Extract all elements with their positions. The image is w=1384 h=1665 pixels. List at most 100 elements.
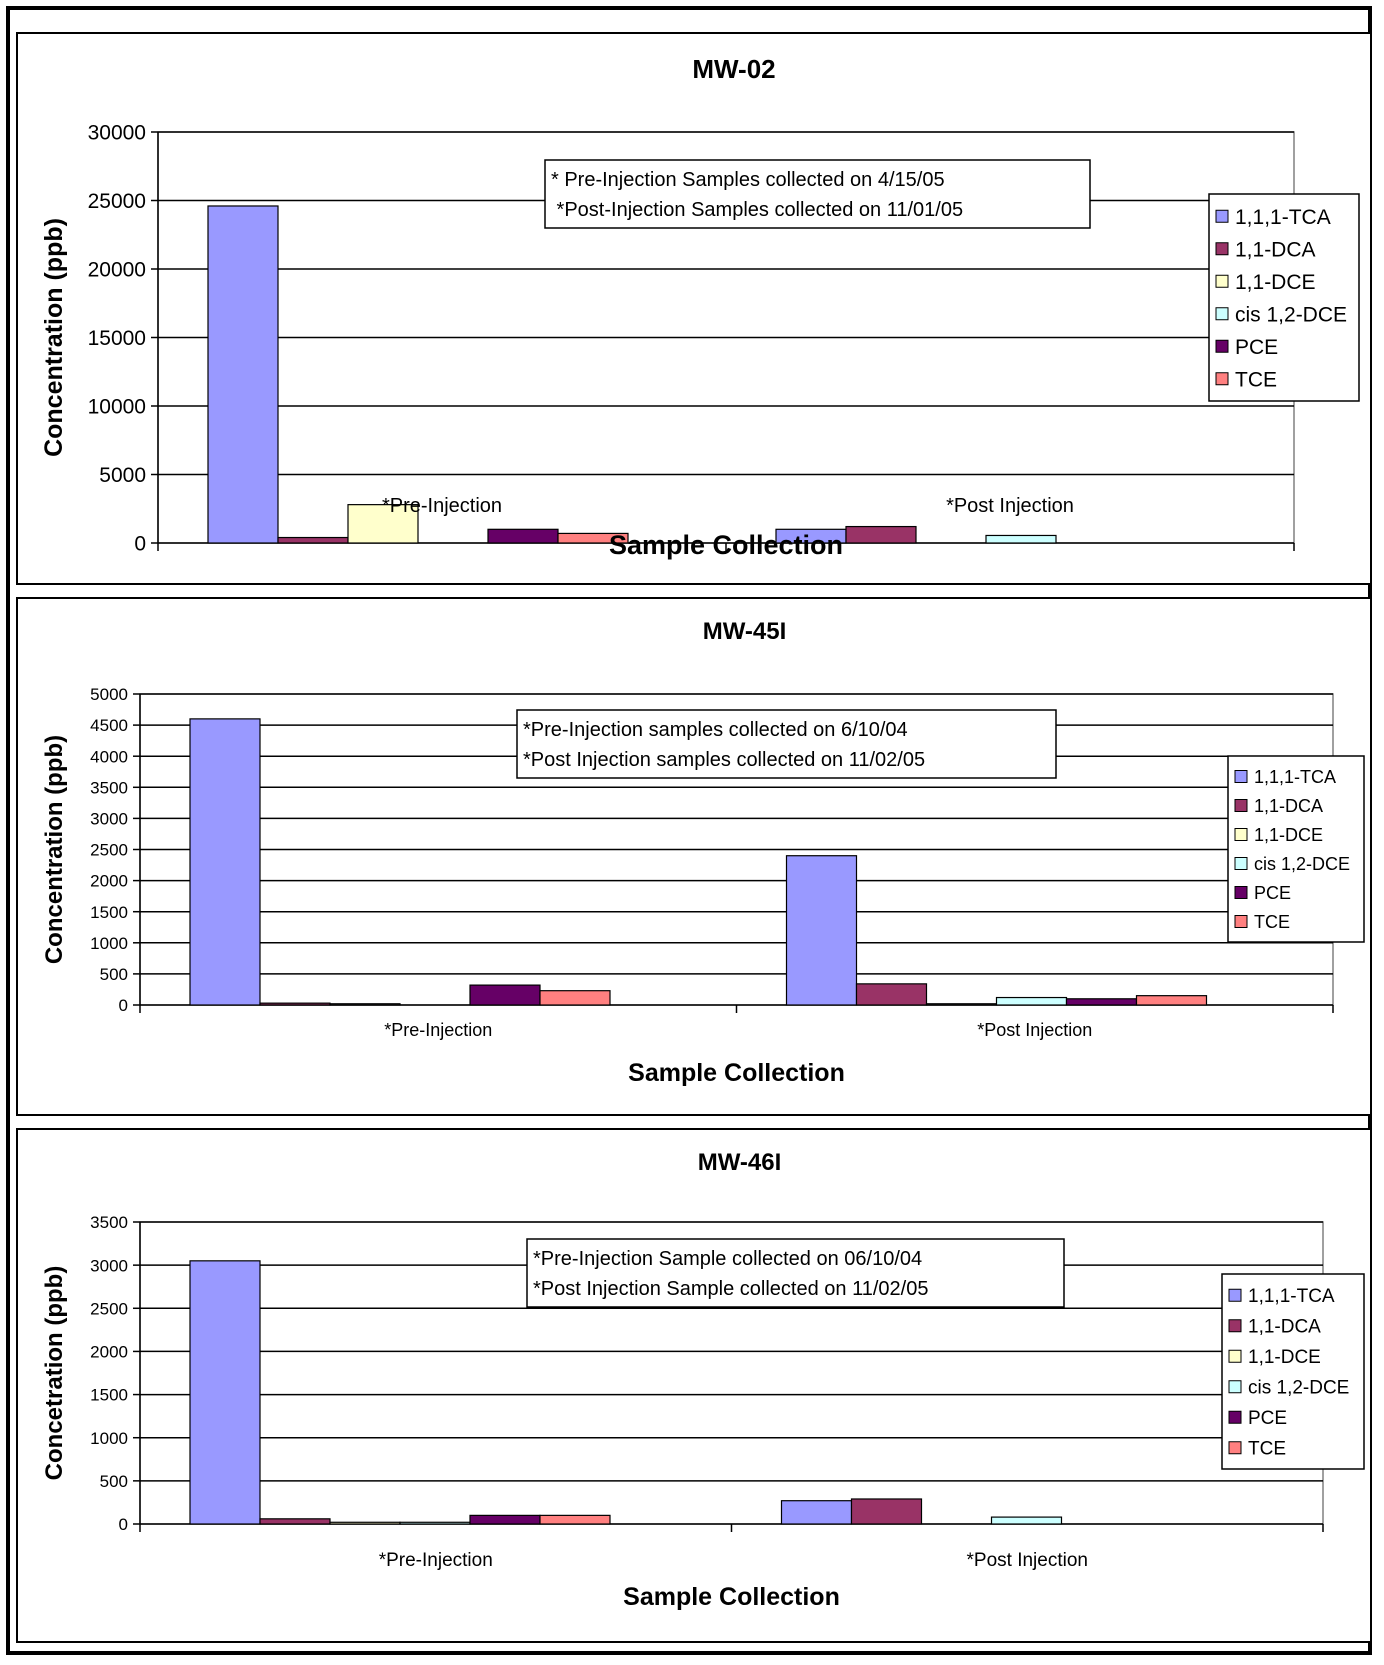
annotation-text: * Pre-Injection Samples collected on 4/1… xyxy=(551,169,945,191)
legend-label: 1,1,1-TCA xyxy=(1254,767,1336,787)
legend-label: 1,1-DCA xyxy=(1254,796,1323,816)
annotation-box xyxy=(544,159,1091,229)
bar-1-1-dca-post xyxy=(855,983,928,1006)
y-tick-label: 1500 xyxy=(90,903,128,922)
bar-tce-pre xyxy=(557,532,629,544)
legend-label: PCE xyxy=(1235,336,1278,359)
x-axis-title: Sample Collection xyxy=(623,1583,840,1611)
chart-mw-46i: MW-46I 0 500 1000 1500 2000 2500 3000 3500 *Pre-I… xyxy=(41,1149,1365,1611)
annotation-text: *Post Injection Sample collected on 11/0… xyxy=(533,1278,928,1300)
bar-cis-1-2-dce-post xyxy=(985,534,1057,544)
annotation-box xyxy=(516,709,1057,779)
legend-swatch-pce xyxy=(1215,339,1229,353)
legend-swatch-pce xyxy=(1228,1410,1242,1424)
bar-1-1-dca-pre xyxy=(259,1518,331,1525)
annotation-text: *Post Injection samples collected on 11/… xyxy=(523,749,925,771)
y-tick-label: 2500 xyxy=(90,841,128,860)
legend-label: 1,1-DCA xyxy=(1235,238,1316,261)
y-tick-label: 0 xyxy=(134,533,146,556)
y-tick-label: 10000 xyxy=(88,396,146,419)
legend-swatch-1-1-dce xyxy=(1234,828,1248,841)
bar-tce-post xyxy=(1135,995,1208,1006)
bar-cis-1-2-dce-post xyxy=(995,996,1068,1006)
x-category-label: *Post Injection xyxy=(977,1020,1092,1040)
bar-1-1-dce-pre xyxy=(329,1521,401,1525)
bar-pce-pre xyxy=(487,528,559,544)
y-tick-label: 3000 xyxy=(90,1256,128,1275)
y-tick-label: 1000 xyxy=(90,934,128,953)
annotation-text: *Pre-Injection samples collected on 6/10… xyxy=(523,719,908,741)
legend xyxy=(1221,1273,1365,1470)
legend-swatch-1-1-dca xyxy=(1228,1319,1242,1333)
legend-swatch-cis-1-2-dce xyxy=(1228,1380,1242,1394)
legend-label: cis 1,2-DCE xyxy=(1248,1378,1349,1399)
chart-mw-02: MW-02 0 5000 10000 15000 20000 25000 30000 *Pre-… xyxy=(40,54,1360,560)
y-tick-label: 2000 xyxy=(90,872,128,891)
y-tick-label: 1500 xyxy=(90,1386,128,1405)
x-axis-title: Sample Collection xyxy=(609,530,843,560)
legend-swatch-cis-1-2-dce xyxy=(1234,857,1248,870)
legend-swatch-1-1-dce xyxy=(1228,1349,1242,1363)
annotation-box xyxy=(526,1238,1065,1308)
legend-label: 1,1-DCA xyxy=(1248,1317,1321,1338)
bar-1-1-1-tca-pre xyxy=(189,718,261,1006)
bar-pce-post xyxy=(1065,998,1138,1006)
bar-1-1-dce-pre xyxy=(347,504,419,544)
x-category-label: *Pre-Injection xyxy=(382,495,502,517)
bar-cis-1-2-dce-post xyxy=(990,1516,1063,1525)
bar-1-1-1-tca-pre xyxy=(207,205,279,544)
legend-swatch-cis-1-2-dce xyxy=(1215,307,1229,321)
y-tick-label: 25000 xyxy=(88,190,146,213)
y-tick-label: 30000 xyxy=(88,122,146,145)
x-category-label: *Post Injection xyxy=(946,495,1074,517)
bar-1-1-1-tca-post xyxy=(785,855,858,1006)
bar-cis-1-2-dce-pre xyxy=(399,1521,471,1525)
bar-tce-pre xyxy=(539,1514,611,1525)
bar-1-1-dce-post xyxy=(925,1003,998,1006)
y-tick-label: 3000 xyxy=(90,810,128,829)
y-tick-label: 20000 xyxy=(88,259,146,282)
y-tick-label: 3500 xyxy=(90,778,128,797)
y-tick-label: 3500 xyxy=(90,1213,128,1232)
y-axis-title: Concetration (ppb) xyxy=(41,1266,68,1481)
chart-mw-45i: MW-45I 0 500 1000 1500 2000 2500 3000 3500 4000 45… xyxy=(41,618,1365,1087)
y-tick-label: 15000 xyxy=(88,327,146,350)
legend-label: 1,1,1-TCA xyxy=(1235,206,1331,229)
legend-swatch-tce xyxy=(1234,915,1248,928)
chart-panel-mw-46i: MW-46I 0 500 1000 1500 2000 2500 3000 3500 *Pre-I… xyxy=(16,1128,1372,1643)
legend-label: 1,1-DCE xyxy=(1254,825,1323,845)
y-tick-label: 4000 xyxy=(90,747,128,766)
x-category-label: *Pre-Injection xyxy=(379,1550,493,1571)
legend-label: cis 1,2-DCE xyxy=(1235,303,1347,326)
legend-label: PCE xyxy=(1248,1408,1287,1429)
x-axis-title: Sample Collection xyxy=(628,1059,845,1087)
chart-title: MW-45I xyxy=(703,618,787,645)
bar-1-1-dca-post xyxy=(850,1498,923,1525)
legend-label: TCE xyxy=(1254,912,1290,932)
legend-swatch-1-1-1-tca xyxy=(1228,1288,1242,1302)
annotation-text: *Pre-Injection Sample collected on 06/10… xyxy=(533,1248,922,1270)
legend-swatch-pce xyxy=(1234,886,1248,899)
legend-label: PCE xyxy=(1254,883,1291,903)
y-tick-label: 4500 xyxy=(90,716,128,735)
legend-swatch-1-1-dca xyxy=(1234,799,1248,812)
y-tick-label: 0 xyxy=(119,996,128,1015)
y-tick-label: 2000 xyxy=(90,1343,128,1362)
chart-panel-mw-45i: MW-45I 0 500 1000 1500 2000 2500 3000 3500 4000 45… xyxy=(16,597,1372,1116)
legend xyxy=(1208,193,1360,402)
legend-swatch-tce xyxy=(1215,372,1229,386)
bar-pce-pre xyxy=(469,1514,541,1525)
x-category-label: *Post Injection xyxy=(967,1550,1088,1571)
y-tick-label: 5000 xyxy=(99,464,146,487)
legend-swatch-1-1-dca xyxy=(1215,242,1229,256)
bar-1-1-1-tca-pre xyxy=(189,1260,261,1525)
y-tick-label: 2500 xyxy=(90,1299,128,1318)
legend-label: 1,1-DCE xyxy=(1235,271,1316,294)
legend-swatch-1-1-1-tca xyxy=(1215,209,1229,223)
bar-1-1-dca-post xyxy=(845,525,917,544)
y-tick-label: 500 xyxy=(100,965,128,984)
legend-label: cis 1,2-DCE xyxy=(1254,854,1350,874)
chart-title: MW-02 xyxy=(692,54,775,84)
bar-tce-pre xyxy=(539,990,611,1006)
legend-swatch-tce xyxy=(1228,1441,1242,1455)
